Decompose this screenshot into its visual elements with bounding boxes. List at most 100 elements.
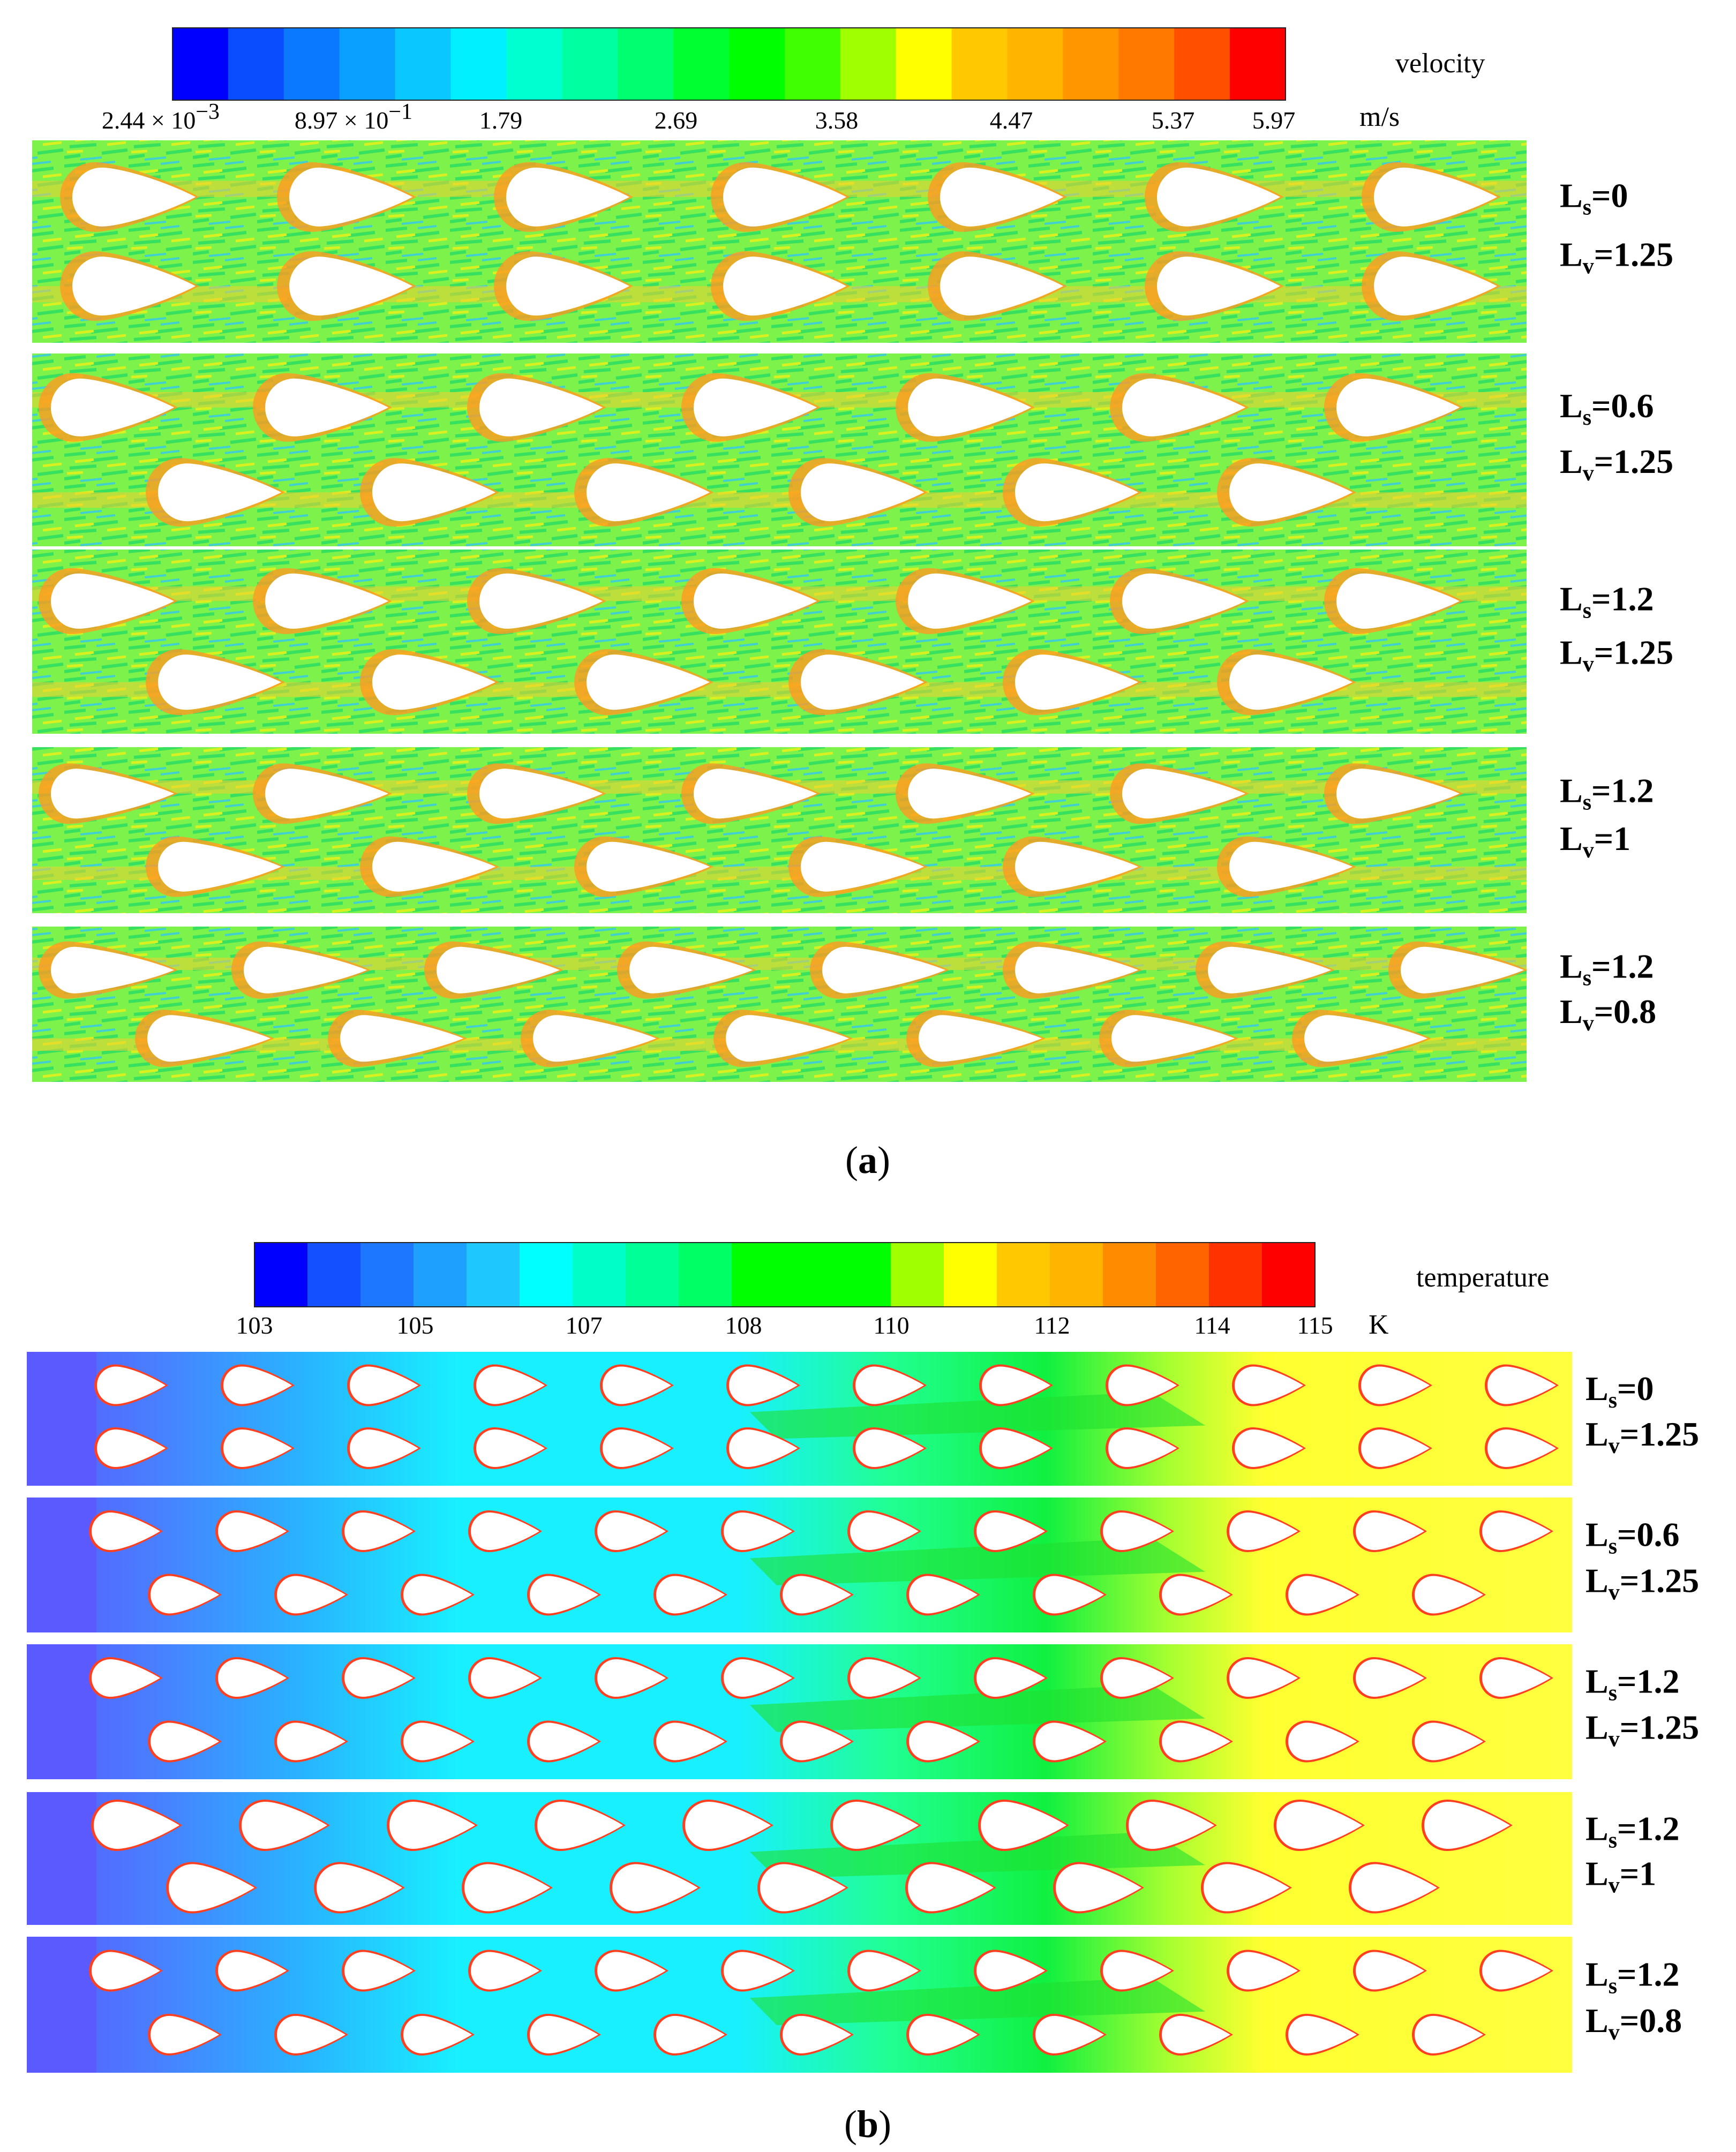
velocity-colorbar-swatch <box>896 28 952 100</box>
temperature-ls-subscript: s <box>1609 1828 1617 1853</box>
obstacle <box>1336 573 1460 629</box>
obstacle <box>724 1952 792 1990</box>
velocity-colorbar-tick: 8.97 × 10−1 <box>295 100 412 134</box>
obstacle <box>1235 1429 1303 1467</box>
obstacle <box>729 1366 798 1404</box>
obstacle <box>685 1802 771 1849</box>
temperature-caption-open: ( <box>844 2103 857 2146</box>
obstacle <box>1401 946 1524 994</box>
obstacle <box>587 654 710 710</box>
velocity-tick-text: 4.47 <box>990 107 1033 134</box>
obstacle <box>476 1429 545 1467</box>
obstacle <box>530 1722 598 1760</box>
temperature-colorbar-swatch <box>360 1243 414 1307</box>
obstacle <box>1015 946 1138 994</box>
obstacle <box>265 573 388 629</box>
temperature-colorbar-swatch <box>679 1243 732 1307</box>
temperature-tick-text: 114 <box>1194 1312 1230 1339</box>
velocity-colorbar-swatch <box>729 28 785 100</box>
temperature-lv-value: =1.25 <box>1620 1561 1699 1599</box>
temperature-colorbar-swatch <box>891 1243 944 1307</box>
velocity-tick-text: 3.58 <box>815 107 859 134</box>
obstacle <box>850 1952 919 1990</box>
temperature-inlet <box>27 1644 96 1779</box>
obstacle <box>1356 1952 1424 1990</box>
obstacle <box>464 1864 550 1912</box>
temperature-lv-symbol: L <box>1585 1415 1609 1453</box>
obstacle <box>855 1366 924 1404</box>
velocity-lv-symbol: L <box>1560 819 1583 857</box>
velocity-caption-letter: a <box>858 1139 877 1182</box>
velocity-ls-label: Ls=0 <box>1560 177 1628 220</box>
temperature-ls-label: Ls=0 <box>1585 1370 1654 1413</box>
obstacle <box>760 1864 846 1912</box>
obstacle <box>1356 1659 1424 1697</box>
obstacle <box>1288 1722 1357 1760</box>
temperature-ls-value: =1.2 <box>1617 1662 1679 1700</box>
obstacle <box>51 378 174 437</box>
obstacle <box>1156 167 1280 227</box>
obstacle <box>982 1366 1050 1404</box>
obstacle <box>533 1015 656 1062</box>
velocity-colorbar-swatch <box>506 28 562 100</box>
temperature-ls-symbol: L <box>1585 1662 1609 1700</box>
temperature-lv-label: Lv=1.25 <box>1585 1708 1699 1751</box>
obstacle <box>1304 1015 1427 1062</box>
velocity-colorbar-swatch <box>562 28 618 100</box>
temperature-colorbar-swatch <box>520 1243 573 1307</box>
velocity-colorbar: 2.44 × 10−3 8.97 × 10−1 1.79 2.69 3.58 4.47 5.… <box>102 27 1485 134</box>
obstacle <box>1361 1429 1430 1467</box>
temperature-lv-subscript: v <box>1609 1580 1620 1605</box>
velocity-lv-subscript: v <box>1583 652 1594 676</box>
velocity-colorbar-swatch <box>395 28 451 100</box>
obstacle <box>597 1952 666 1990</box>
obstacle <box>244 946 367 994</box>
obstacle <box>289 167 412 227</box>
obstacle <box>694 378 817 437</box>
velocity-colorbar-swatch <box>618 28 674 100</box>
velocity-colorbar-swatch <box>951 28 1008 100</box>
temperature-lv-value: =1 <box>1620 1855 1656 1893</box>
obstacle <box>1361 1366 1430 1404</box>
obstacle <box>981 1802 1066 1849</box>
velocity-tick-exponent: −1 <box>388 100 412 124</box>
velocity-colorbar-tick: 5.37 <box>1152 107 1195 134</box>
velocity-lv-subscript: v <box>1583 254 1594 279</box>
velocity-colorbar-swatch <box>339 28 396 100</box>
velocity-case-label: Ls=1.2Lv=1 <box>1560 771 1654 863</box>
temperature-colorbar-swatch <box>307 1243 361 1307</box>
velocity-strip <box>32 927 1528 1082</box>
obstacle <box>1487 1429 1556 1467</box>
obstacle <box>1288 1576 1357 1614</box>
obstacle <box>726 1015 849 1062</box>
obstacle <box>656 1576 725 1614</box>
temperature-caption-close: ) <box>878 2103 891 2146</box>
obstacle <box>350 1429 418 1467</box>
obstacle <box>909 2015 978 2053</box>
velocity-colorbar-frame <box>172 27 1286 101</box>
temperature-colorbar-unit: K <box>1369 1310 1389 1340</box>
obstacle <box>1415 1576 1483 1614</box>
temperature-lv-value: =1.25 <box>1620 1708 1699 1746</box>
obstacle <box>403 1722 472 1760</box>
velocity-ls-symbol: L <box>1560 771 1583 809</box>
velocity-ls-symbol: L <box>1560 387 1583 425</box>
obstacle <box>1015 841 1138 892</box>
obstacle <box>1122 378 1245 437</box>
velocity-field <box>32 747 1527 913</box>
temperature-colorbar-swatch <box>254 1243 308 1307</box>
temperature-ls-symbol: L <box>1585 1370 1609 1408</box>
obstacle <box>976 1952 1045 1990</box>
temperature-case-label: Ls=0Lv=1.25 <box>1585 1370 1699 1458</box>
velocity-caption-close: ) <box>877 1139 890 1182</box>
obstacle <box>344 1513 413 1550</box>
obstacle <box>1208 946 1331 994</box>
temperature-lv-label: Lv=1.25 <box>1585 1561 1699 1605</box>
obstacle <box>1482 1952 1551 1990</box>
temperature-inlet <box>27 1352 96 1486</box>
temperature-colorbar-tick: 105 <box>397 1312 434 1339</box>
obstacle <box>289 257 412 316</box>
velocity-strip <box>32 550 1527 734</box>
temperature-colorbar-tick: 112 <box>1034 1312 1070 1339</box>
obstacle <box>1204 1864 1289 1912</box>
